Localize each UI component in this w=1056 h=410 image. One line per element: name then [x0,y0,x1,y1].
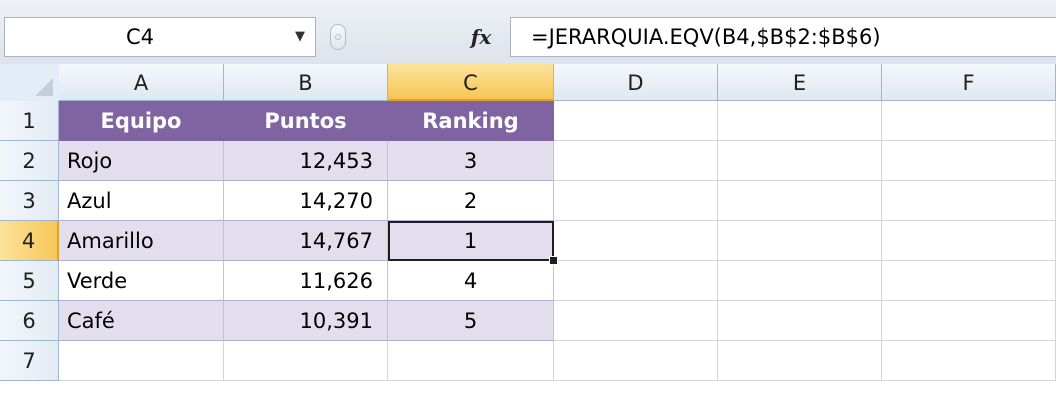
cell-a6[interactable]: Café [59,301,224,341]
row-header-5[interactable]: 5 [0,261,59,301]
name-box-value[interactable]: C4 [125,25,155,49]
column-header-b[interactable]: B [224,64,388,101]
row-header-7[interactable]: 7 [0,341,59,381]
select-all-button[interactable] [0,64,60,102]
cell-f5[interactable] [882,261,1056,301]
column-header-a[interactable]: A [59,64,224,101]
cell-f1[interactable] [882,101,1056,141]
cell-a2[interactable]: Rojo [59,141,224,181]
column-header-f[interactable]: F [882,64,1056,101]
cell-e1[interactable] [718,101,882,141]
cell-c7[interactable] [388,341,554,381]
cell-d2[interactable] [554,141,718,181]
cell-a4[interactable]: Amarillo [59,221,224,261]
formula-bar: C4 ▼ fx =JERARQUIA.EQV(B4,$B$2:$B$6) [0,0,1056,65]
select-all-triangle-icon [35,78,53,96]
cell-f4[interactable] [882,221,1056,261]
column-header-d[interactable]: D [554,64,718,101]
column-header-c[interactable]: C [388,64,554,101]
cell-c1[interactable]: Ranking [388,101,554,141]
cell-d6[interactable] [554,301,718,341]
cell-b3[interactable]: 14,270 [224,181,388,221]
cell-e3[interactable] [718,181,882,221]
cell-a1[interactable]: Equipo [59,101,224,141]
cell-b4[interactable]: 14,767 [224,221,388,261]
cell-f6[interactable] [882,301,1056,341]
cell-b5[interactable]: 11,626 [224,261,388,301]
formula-text[interactable]: =JERARQUIA.EQV(B4,$B$2:$B$6) [531,25,881,49]
row-header-6[interactable]: 6 [0,301,59,341]
cell-d1[interactable] [554,101,718,141]
cell-a3[interactable]: Azul [59,181,224,221]
cell-d5[interactable] [554,261,718,301]
row-header-3[interactable]: 3 [0,181,59,221]
cell-e6[interactable] [718,301,882,341]
formula-bar-resize-handle[interactable] [330,24,346,50]
formula-input[interactable]: =JERARQUIA.EQV(B4,$B$2:$B$6) [510,17,1056,57]
cell-f7[interactable] [882,341,1056,381]
cell-c6[interactable]: 5 [388,301,554,341]
cell-a5[interactable]: Verde [59,261,224,301]
insert-function-button[interactable]: fx [460,17,502,57]
cell-e5[interactable] [718,261,882,301]
fill-handle[interactable] [549,256,558,265]
worksheet-grid: A B C D E F 1 2 3 4 5 6 7 Equipo Puntos … [0,64,1056,410]
cell-d7[interactable] [554,341,718,381]
cell-b1[interactable]: Puntos [224,101,388,141]
cell-c5[interactable]: 4 [388,261,554,301]
row-header-2[interactable]: 2 [0,141,59,181]
cell-d3[interactable] [554,181,718,221]
cell-b2[interactable]: 12,453 [224,141,388,181]
cell-c4[interactable]: 1 [388,221,554,261]
cell-c2[interactable]: 3 [388,141,554,181]
row-header-1[interactable]: 1 [0,101,59,141]
cell-a7[interactable] [59,341,224,381]
cell-e7[interactable] [718,341,882,381]
cell-d4[interactable] [554,221,718,261]
cell-f3[interactable] [882,181,1056,221]
cell-e2[interactable] [718,141,882,181]
chevron-down-icon[interactable]: ▼ [295,29,305,44]
cell-c3[interactable]: 2 [388,181,554,221]
row-header-4[interactable]: 4 [0,221,59,261]
cell-b6[interactable]: 10,391 [224,301,388,341]
name-box[interactable]: C4 ▼ [4,17,316,57]
cell-b7[interactable] [224,341,388,381]
cell-f2[interactable] [882,141,1056,181]
function-fx-icon[interactable]: fx [470,25,492,49]
cell-e4[interactable] [718,221,882,261]
column-header-e[interactable]: E [718,64,882,101]
